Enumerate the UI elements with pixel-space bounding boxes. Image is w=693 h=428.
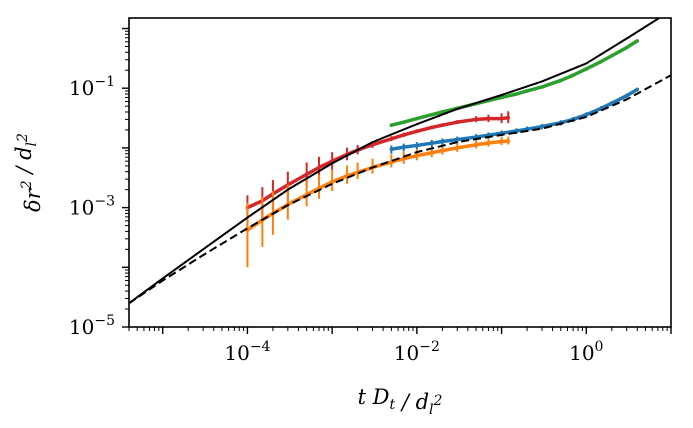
series-1	[129, 74, 671, 305]
data-point	[429, 150, 434, 155]
data-point	[455, 137, 460, 142]
x-tick-label: 10−4	[224, 339, 270, 365]
data-point	[330, 180, 334, 184]
data-point	[415, 116, 419, 121]
data-point	[389, 147, 394, 152]
data-point	[514, 92, 519, 96]
data-point	[584, 112, 589, 117]
data-point	[317, 165, 321, 170]
data-point	[506, 139, 511, 143]
data-point	[304, 172, 309, 177]
data-point	[440, 148, 445, 153]
data-point	[635, 39, 640, 43]
series-5	[389, 39, 640, 128]
data-point	[506, 115, 511, 120]
data-point	[401, 145, 406, 149]
y-axis-label: δr2 / dl2	[12, 133, 45, 212]
data-point	[440, 110, 445, 114]
data-point	[599, 59, 604, 64]
data-point	[415, 129, 419, 134]
data-point	[401, 133, 406, 137]
x-tick-label: 10−2	[394, 339, 440, 365]
data-point	[624, 45, 629, 50]
data-point	[415, 143, 419, 148]
ticks-layer: 10−4 10−2 100 10−5 10−3 10−1	[69, 27, 672, 365]
y-tick-label: 10−3	[69, 194, 115, 220]
data-point	[440, 139, 445, 144]
data-point	[540, 85, 544, 89]
data-point	[455, 120, 460, 124]
data-point	[499, 116, 504, 121]
data-point	[609, 101, 614, 106]
y-tick-label: 10−5	[69, 313, 115, 339]
data-point	[401, 156, 406, 161]
series-0	[129, 18, 662, 305]
data-point	[440, 123, 445, 128]
data-point	[571, 73, 575, 78]
data-point	[486, 116, 491, 121]
series-line	[246, 116, 509, 210]
data-point	[370, 142, 375, 147]
data-point	[558, 78, 563, 83]
solid-curve	[129, 18, 662, 305]
data-point	[609, 53, 614, 58]
data-point	[401, 120, 406, 124]
y-tick-label: 10−1	[69, 74, 115, 100]
data-point	[584, 67, 589, 71]
series-3	[245, 136, 511, 268]
x-axis-label: t Dt / dl2	[358, 385, 443, 418]
data-point	[415, 153, 419, 158]
data-point	[635, 87, 640, 92]
series-line	[390, 39, 639, 127]
series-layer	[129, 18, 671, 305]
dashed-curve	[129, 74, 671, 305]
data-point	[389, 123, 394, 128]
data-point	[455, 146, 460, 150]
data-point	[429, 141, 434, 145]
data-point	[474, 117, 478, 122]
plot-frame	[128, 17, 672, 328]
series-2	[245, 111, 511, 232]
data-point	[474, 142, 478, 147]
data-point	[486, 141, 491, 145]
data-point	[389, 137, 394, 141]
data-point	[429, 125, 434, 130]
data-point	[499, 139, 504, 144]
data-point	[624, 93, 629, 98]
x-tick-label: 100	[569, 339, 603, 365]
data-point	[540, 124, 544, 129]
data-point	[525, 89, 529, 93]
data-point	[429, 112, 434, 117]
data-point	[499, 95, 504, 100]
